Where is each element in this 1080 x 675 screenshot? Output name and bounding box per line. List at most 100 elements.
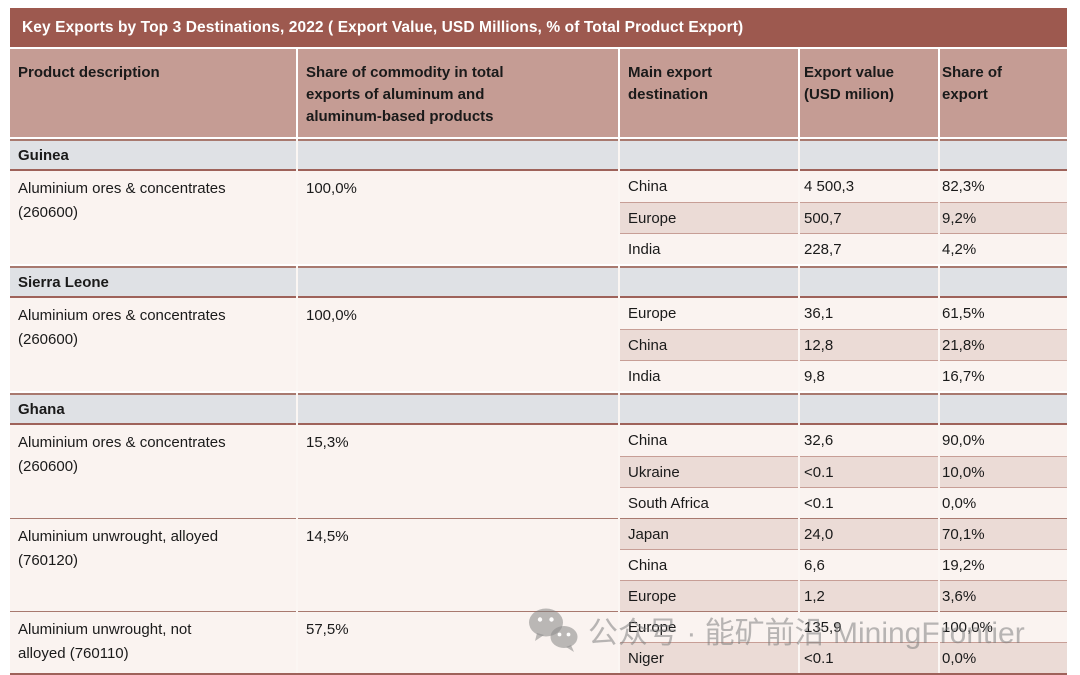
product-description-cell: Aluminium ores & concentrates (260600) [10,298,296,392]
product-description-cell: Aluminium unwrought, alloyed (760120) [10,518,296,612]
country-band-cell [298,139,618,172]
destination-rows: Europe 135,9 100,0% Niger <0.1 0,0% [620,611,1067,674]
exports-table: Key Exports by Top 3 Destinations, 2022 … [10,8,1067,675]
product-description-cell: Aluminium ores & concentrates (260600) [10,425,296,519]
product-description-cell: Aluminium unwrought, not alloyed (760110… [10,611,296,674]
commodity-share-cell: 100,0% [298,298,618,392]
table-bottom-border [10,673,1067,675]
export-share-cell: 4,2% [940,233,1067,265]
commodity-share-cell: 14,5% [298,518,618,612]
product-group: Aluminium unwrought, not alloyed (760110… [10,611,1067,674]
table-body: Guinea Aluminium ores & concentrates (260… [10,139,1067,674]
country-band-cell [298,393,618,426]
destination-cell: India [620,233,798,265]
commodity-share-cell: 15,3% [298,425,618,519]
destination-row: India 228,7 4,2% [620,233,1067,265]
destination-rows: Japan 24,0 70,1% China 6,6 19,2% Europe 1,2 3,6% [620,518,1067,612]
destination-row: Europe 500,7 9,2% [620,202,1067,234]
destination-cell: Japan [620,518,798,550]
export-share-cell: 70,1% [940,518,1067,550]
destination-cell: Europe [620,298,798,330]
destination-row: Japan 24,0 70,1% [620,518,1067,550]
destination-row: Europe 135,9 100,0% [620,611,1067,643]
country-band-cell [620,139,798,172]
destination-cell: Europe [620,611,798,643]
country-section-header: Sierra Leone [10,266,1067,299]
commodity-share-cell: 57,5% [298,611,618,674]
export-value-cell: <0.1 [800,456,938,488]
destination-row: China 12,8 21,8% [620,329,1067,361]
destination-cell: India [620,360,798,392]
export-value-cell: 9,8 [800,360,938,392]
country-name-cell: Ghana [10,393,296,426]
country-name-cell: Guinea [10,139,296,172]
destination-rows: Europe 36,1 61,5% China 12,8 21,8% India 9,8 16,… [620,298,1067,392]
commodity-share-cell: 100,0% [298,171,618,265]
export-share-cell: 21,8% [940,329,1067,361]
export-value-cell: 4 500,3 [800,171,938,203]
header-share-of-export: Share of export [940,49,1067,138]
country-band-cell [940,266,1067,299]
product-group: Aluminium unwrought, alloyed (760120) 14,… [10,518,1067,612]
country-section-header: Ghana [10,393,1067,426]
product-description-cell: Aluminium ores & concentrates (260600) [10,171,296,265]
destination-cell: Niger [620,642,798,674]
destination-row: China 4 500,3 82,3% [620,171,1067,203]
export-value-cell: 24,0 [800,518,938,550]
export-share-cell: 90,0% [940,425,1067,457]
export-value-cell: 228,7 [800,233,938,265]
destination-cell: Ukraine [620,456,798,488]
destination-cell: Europe [620,202,798,234]
destination-row: South Africa <0.1 0,0% [620,487,1067,519]
export-value-cell: <0.1 [800,642,938,674]
header-main-export-destination: Main export destination [620,49,798,138]
header-export-value: Export value (USD milion) [800,49,938,138]
country-name-cell: Sierra Leone [10,266,296,299]
destination-cell: China [620,329,798,361]
export-value-cell: 1,2 [800,580,938,612]
export-value-cell: 36,1 [800,298,938,330]
product-group: Aluminium ores & concentrates (260600) 10… [10,171,1067,265]
export-share-cell: 0,0% [940,487,1067,519]
destination-row: Europe 1,2 3,6% [620,580,1067,612]
column-header-row: Product description Share of commodity i… [10,49,1067,138]
export-value-cell: 12,8 [800,329,938,361]
country-section-header: Guinea [10,139,1067,172]
destination-row: China 6,6 19,2% [620,549,1067,581]
export-share-cell: 82,3% [940,171,1067,203]
country-band-cell [800,266,938,299]
country-band-cell [940,139,1067,172]
table-title-bar: Key Exports by Top 3 Destinations, 2022 … [10,8,1067,47]
country-band-cell [800,139,938,172]
header-commodity-share: Share of commodity in total exports of a… [298,49,618,138]
product-group: Aluminium ores & concentrates (260600) 15… [10,425,1067,519]
destination-row: India 9,8 16,7% [620,360,1067,392]
export-value-cell: 135,9 [800,611,938,643]
export-value-cell: 500,7 [800,202,938,234]
destination-rows: China 32,6 90,0% Ukraine <0.1 10,0% South Afri… [620,425,1067,519]
destination-cell: China [620,549,798,581]
export-share-cell: 61,5% [940,298,1067,330]
table-title: Key Exports by Top 3 Destinations, 2022 … [22,18,744,36]
destination-rows: China 4 500,3 82,3% Europe 500,7 9,2% India 228… [620,171,1067,265]
export-share-cell: 16,7% [940,360,1067,392]
destination-row: China 32,6 90,0% [620,425,1067,457]
header-product-description: Product description [10,49,296,138]
destination-row: Niger <0.1 0,0% [620,642,1067,674]
country-band-cell [620,266,798,299]
export-share-cell: 0,0% [940,642,1067,674]
export-value-cell: <0.1 [800,487,938,519]
country-band-cell [940,393,1067,426]
destination-cell: China [620,171,798,203]
export-value-cell: 6,6 [800,549,938,581]
country-band-cell [800,393,938,426]
product-group: Aluminium ores & concentrates (260600) 10… [10,298,1067,392]
export-share-cell: 19,2% [940,549,1067,581]
export-share-cell: 3,6% [940,580,1067,612]
destination-row: Ukraine <0.1 10,0% [620,456,1067,488]
export-share-cell: 9,2% [940,202,1067,234]
export-share-cell: 10,0% [940,456,1067,488]
destination-cell: China [620,425,798,457]
country-band-cell [620,393,798,426]
country-band-cell [298,266,618,299]
